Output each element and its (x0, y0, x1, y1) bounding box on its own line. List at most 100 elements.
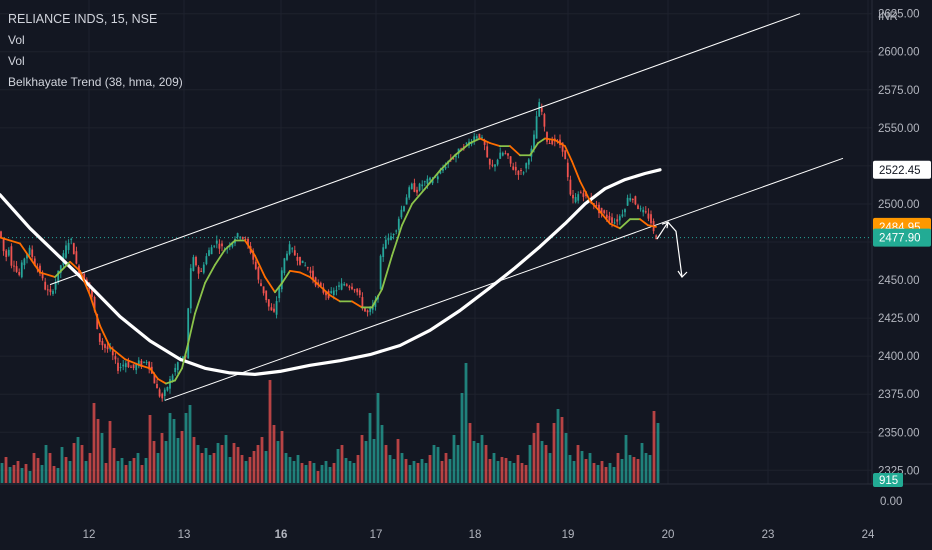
hma-segment (537, 137, 546, 144)
candle-body (579, 192, 582, 194)
volume-bar (548, 453, 552, 483)
candle-body (348, 286, 351, 288)
candle-body (299, 256, 301, 265)
candle-body (161, 393, 164, 399)
volume-bar (108, 421, 112, 483)
candle-body (304, 265, 307, 267)
volume-bar (504, 458, 508, 483)
volume-bar (464, 363, 468, 483)
volume-bar (588, 453, 592, 483)
volume-bar (388, 455, 392, 483)
hma-segment (109, 346, 126, 361)
candle-body (621, 214, 624, 217)
candle-body (366, 310, 369, 313)
candle-body (390, 236, 392, 241)
volume-bar (28, 471, 32, 483)
volume-bar (552, 423, 556, 483)
candle-body (431, 180, 434, 184)
price-tick-label: 2500.00 (878, 199, 920, 211)
legend-indicator[interactable]: Belkhayate Trend (38, hma, 209) (8, 75, 183, 89)
candle-body (608, 215, 611, 221)
volume-bar (496, 461, 500, 483)
candle-body (241, 236, 244, 239)
channel-lower-line[interactable] (164, 157, 844, 401)
channel-upper-line[interactable] (49, 13, 801, 286)
time-axis[interactable]: 12 13 16 17 18 19 20 23 24 (83, 529, 875, 541)
volume-bar (392, 459, 396, 483)
candle-body (392, 234, 395, 236)
volume-bar (32, 453, 36, 483)
hma-segment (244, 239, 256, 257)
volume-bar (500, 457, 504, 483)
candle-body (634, 196, 637, 205)
candle-body (611, 217, 613, 224)
candle-body (525, 163, 528, 169)
projection-arrow[interactable] (656, 221, 683, 278)
candle-body (189, 268, 192, 309)
volume-bar (384, 445, 388, 483)
volume-bar (176, 438, 180, 483)
indicator-overlays (0, 13, 872, 401)
volume-bar (100, 433, 104, 483)
volume-bar (192, 437, 196, 483)
candle-body (140, 360, 143, 367)
candle-body (0, 231, 2, 238)
arrow-head-icon (661, 221, 669, 229)
candle-body (70, 238, 73, 240)
candle-body (319, 282, 322, 287)
candle-body (72, 243, 75, 255)
volume-bar (52, 466, 56, 483)
candle-body (23, 258, 26, 266)
candle-body (137, 360, 140, 367)
chart-legend: RELIANCE INDS, 15, NSE Vol Vol Belkhayat… (8, 9, 183, 93)
volume-bar (244, 461, 248, 483)
volume-bar (524, 465, 528, 483)
candle-body (280, 270, 283, 290)
time-tick-label: 16 (275, 529, 288, 541)
candle-body (59, 265, 62, 273)
volume-bar (440, 461, 444, 483)
hma-segment (224, 239, 236, 251)
volume-bar (20, 468, 24, 483)
hma-segment (411, 187, 426, 205)
volume-bar (120, 458, 124, 483)
hma-segment (469, 137, 481, 144)
volume-bar (640, 443, 644, 483)
volume-bar (652, 411, 656, 483)
volume-bar (68, 461, 72, 483)
candle-body (509, 156, 512, 164)
candle-body (491, 164, 494, 166)
volume-bar (600, 461, 604, 483)
candle-body (124, 363, 127, 368)
candle-body (577, 194, 580, 201)
candle-body (501, 152, 504, 156)
symbol-title[interactable]: RELIANCE INDS, 15, NSE (8, 12, 158, 26)
candle-body (629, 197, 632, 201)
hma-segment (454, 142, 471, 157)
candle-body (109, 347, 112, 350)
candle-body (192, 257, 195, 272)
volume-bar (300, 463, 304, 483)
volume-bar (280, 431, 284, 483)
candle-body (260, 283, 262, 287)
candle-body (18, 272, 21, 275)
candle-body (504, 153, 507, 155)
legend-vol-2[interactable]: Vol (8, 54, 25, 68)
candle-body (507, 153, 509, 156)
volume-bar (584, 459, 588, 483)
price-tick-label: 2450.00 (878, 275, 920, 287)
hma-segment (79, 270, 91, 297)
candle-body (46, 289, 49, 291)
hma-segment (89, 294, 101, 327)
volume-bar (460, 393, 464, 483)
price-tag-2 (873, 228, 931, 247)
legend-vol-1[interactable]: Vol (8, 33, 25, 47)
candle-body (278, 287, 281, 299)
candle-body (353, 289, 356, 291)
candle-body (569, 179, 572, 195)
candle-body (28, 247, 31, 255)
candle-body (98, 333, 101, 342)
candle-body (49, 289, 52, 293)
candle-body (275, 301, 278, 315)
